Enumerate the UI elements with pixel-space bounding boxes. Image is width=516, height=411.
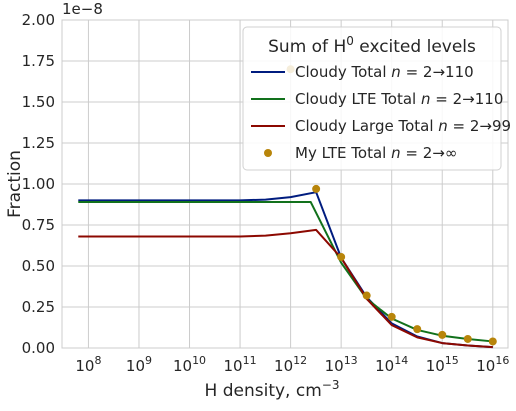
legend-label-suffix: = 2→110 xyxy=(431,90,504,108)
x-tick-label: 1011 xyxy=(224,354,257,375)
legend-label-suffix: = 2→110 xyxy=(401,63,474,81)
legend: Sum of H0 excited levels Cloudy Total n … xyxy=(242,26,511,171)
x-tick-base: 10 xyxy=(173,357,192,375)
data-point xyxy=(312,184,321,193)
x-tick-exponent: 9 xyxy=(145,354,152,367)
y-tick-label: 0.50 xyxy=(22,257,55,275)
x-tick-label: 1015 xyxy=(426,354,459,375)
y-tick-label: 0.25 xyxy=(22,298,55,316)
x-tick-base: 10 xyxy=(325,357,344,375)
legend-label-var: n xyxy=(391,144,401,162)
legend-label: Cloudy Large Total n = 2→99 xyxy=(295,117,511,135)
x-tick-base: 10 xyxy=(274,357,293,375)
legend-label-suffix: = 2→99 xyxy=(448,117,511,135)
legend-label: My LTE Total n = 2→∞ xyxy=(295,144,457,162)
x-tick-base: 10 xyxy=(126,357,145,375)
x-axis-label-text: H density, cm xyxy=(205,381,322,401)
legend-label-var: n xyxy=(391,63,401,81)
legend-label-prefix: Cloudy LTE Total xyxy=(295,90,421,108)
legend-entry: Cloudy Total n = 2→110 xyxy=(251,63,474,81)
series-2 xyxy=(78,228,493,349)
legend-label: Cloudy Total n = 2→110 xyxy=(295,63,474,81)
legend-label-var: n xyxy=(438,117,448,135)
legend-title: Sum of H0 excited levels xyxy=(268,34,476,57)
series-1 xyxy=(78,201,493,343)
y-tick-label: 2.00 xyxy=(22,11,55,29)
data-point xyxy=(488,337,497,346)
x-tick-base: 10 xyxy=(426,357,445,375)
y-axis-label: Fraction xyxy=(5,150,25,218)
y-tick-label: 0.75 xyxy=(22,216,55,234)
x-tick-base: 10 xyxy=(224,357,243,375)
series-line xyxy=(78,228,493,349)
legend-entry: My LTE Total n = 2→∞ xyxy=(264,144,457,162)
x-tick-label: 1016 xyxy=(476,354,509,375)
legend-label-prefix: My LTE Total xyxy=(295,144,391,162)
y-tick-label: 1.25 xyxy=(22,134,55,152)
legend-label-prefix: Cloudy Total xyxy=(295,63,391,81)
x-axis-label: H density, cm−3 xyxy=(205,378,340,401)
data-point xyxy=(362,291,371,300)
x-axis-label-exponent: −3 xyxy=(322,378,340,392)
x-tick-label: 1014 xyxy=(375,354,408,375)
x-tick-exponent: 11 xyxy=(243,354,257,367)
x-tick-label: 1013 xyxy=(325,354,358,375)
axis-tick-labels: 108 109 1010 1011 1012 1013 1014 1015 10160.000.… xyxy=(22,11,510,375)
series-layer xyxy=(78,65,497,349)
x-tick-label: 1012 xyxy=(274,354,307,375)
y-tick-label: 0.00 xyxy=(22,339,55,357)
x-tick-exponent: 14 xyxy=(394,354,408,367)
y-tick-label: 1.00 xyxy=(22,175,55,193)
legend-label-prefix: Cloudy Large Total xyxy=(295,117,438,135)
data-point xyxy=(438,330,447,339)
x-tick-exponent: 8 xyxy=(94,354,101,367)
x-tick-exponent: 13 xyxy=(344,354,358,367)
x-tick-label: 108 xyxy=(75,354,101,375)
x-tick-base: 10 xyxy=(75,357,94,375)
legend-box xyxy=(242,26,502,171)
y-tick-label: 1.75 xyxy=(22,52,55,70)
legend-title-sup: 0 xyxy=(346,34,354,48)
x-tick-label: 1010 xyxy=(173,354,206,375)
x-tick-exponent: 15 xyxy=(445,354,459,367)
legend-label-suffix: = 2→∞ xyxy=(401,144,458,162)
x-tick-base: 10 xyxy=(476,357,495,375)
legend-swatch xyxy=(264,149,272,157)
data-point xyxy=(387,312,396,321)
legend-entry: Cloudy Large Total n = 2→99 xyxy=(251,117,511,135)
data-point xyxy=(413,325,422,334)
legend-title-suffix: excited levels xyxy=(354,37,476,57)
x-tick-label: 109 xyxy=(126,354,152,375)
legend-entry: Cloudy LTE Total n = 2→110 xyxy=(251,90,503,108)
legend-label-var: n xyxy=(421,90,431,108)
legend-label: Cloudy LTE Total n = 2→110 xyxy=(295,90,503,108)
y-tick-label: 1.50 xyxy=(22,93,55,111)
data-point xyxy=(337,252,346,261)
x-tick-exponent: 10 xyxy=(192,354,206,367)
x-tick-base: 10 xyxy=(375,357,394,375)
x-tick-exponent: 12 xyxy=(293,354,307,367)
y-offset-label: 1e−8 xyxy=(62,0,103,18)
x-tick-exponent: 16 xyxy=(495,354,509,367)
data-point xyxy=(463,334,472,343)
legend-title-prefix: Sum of H xyxy=(268,37,346,57)
series-line xyxy=(78,201,493,343)
